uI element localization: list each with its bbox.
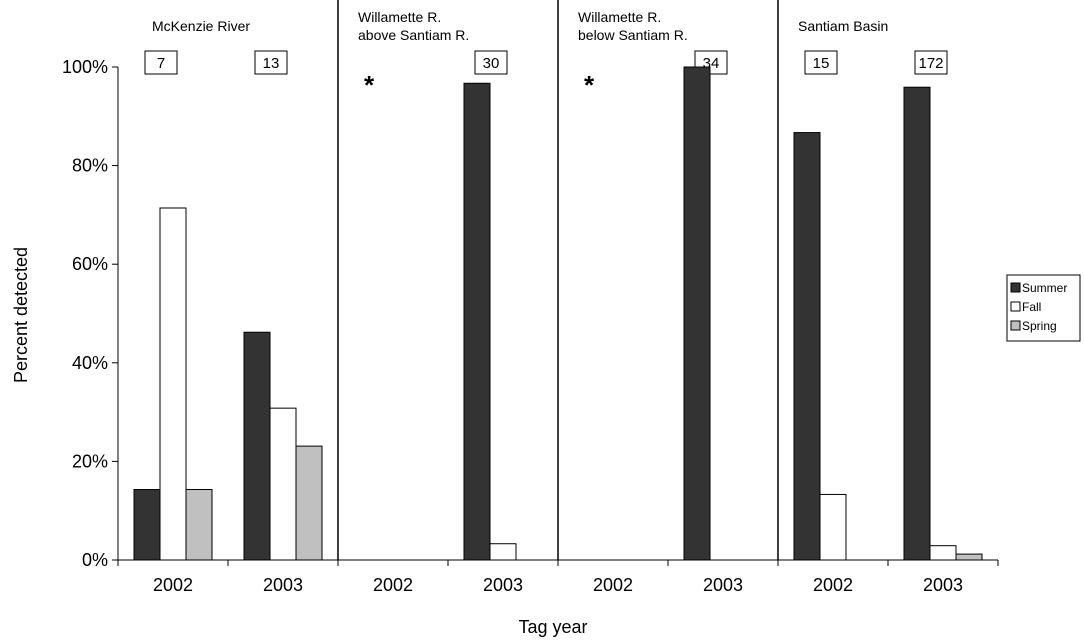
x-tick-label: 2002 <box>813 575 853 595</box>
bar-fall <box>819 493 847 561</box>
x-tick-label: 2003 <box>703 575 743 595</box>
group-title: Willamette R. <box>358 9 441 25</box>
sample-size-box <box>914 50 948 75</box>
legend: Summer Fall Spring <box>1006 274 1081 342</box>
x-tick-label: 2002 <box>373 575 413 595</box>
group-title: Willamette R. <box>578 9 661 25</box>
y-tick-label: 100% <box>62 57 108 77</box>
bar-summer <box>133 489 161 561</box>
bar-spring <box>185 489 213 561</box>
bar-fall <box>269 407 297 561</box>
sample-size-box <box>254 50 288 75</box>
no-data-marker: * <box>584 70 595 100</box>
bar-summer <box>793 132 821 561</box>
x-tick-label: 2002 <box>153 575 193 595</box>
y-tick-label: 60% <box>72 254 108 274</box>
sample-size-label: 13 <box>263 55 280 72</box>
legend-swatch-fall <box>1010 301 1021 312</box>
x-tick-label: 2003 <box>263 575 303 595</box>
sample-size-box <box>474 50 508 75</box>
bar-spring <box>955 553 983 561</box>
bar-summer <box>463 82 491 561</box>
bar-summer <box>683 66 711 561</box>
legend-label-spring: Spring <box>1022 319 1057 333</box>
sample-size-label: 172 <box>918 55 943 72</box>
bar-summer <box>243 331 271 561</box>
bar-spring <box>295 445 323 561</box>
bar-fall <box>929 545 957 561</box>
sample-size-label: 30 <box>483 55 500 72</box>
sample-size-box <box>804 50 838 75</box>
legend-swatch-summer <box>1010 282 1021 293</box>
x-tick-label: 2003 <box>923 575 963 595</box>
no-data-marker: * <box>364 70 375 100</box>
x-tick-label: 2002 <box>593 575 633 595</box>
legend-label-summer: Summer <box>1022 281 1067 295</box>
bar-fall <box>489 543 517 561</box>
y-tick-label: 20% <box>72 451 108 471</box>
group-title: above Santiam R. <box>358 27 469 43</box>
legend-swatch-spring <box>1010 320 1021 331</box>
y-tick-label: 40% <box>72 353 108 373</box>
x-tick-label: 2003 <box>483 575 523 595</box>
sample-size-label: 15 <box>813 55 830 72</box>
group-title: McKenzie River <box>152 18 250 34</box>
y-axis-title: Percent detected <box>11 247 31 383</box>
y-tick-label: 0% <box>82 550 108 570</box>
bar-summer <box>903 86 931 561</box>
y-tick-label: 80% <box>72 156 108 176</box>
sample-size-label: 7 <box>157 55 165 72</box>
sample-size-box <box>144 50 178 75</box>
x-axis-title: Tag year <box>518 617 587 637</box>
group-title: below Santiam R. <box>578 27 688 43</box>
legend-label-fall: Fall <box>1022 300 1041 314</box>
bar-fall <box>159 207 187 561</box>
plot-area: 0% 20% 40% 60% 80% 100% McKenzie River 2002 7 200… <box>62 0 999 595</box>
group-title: Santiam Basin <box>798 18 888 34</box>
